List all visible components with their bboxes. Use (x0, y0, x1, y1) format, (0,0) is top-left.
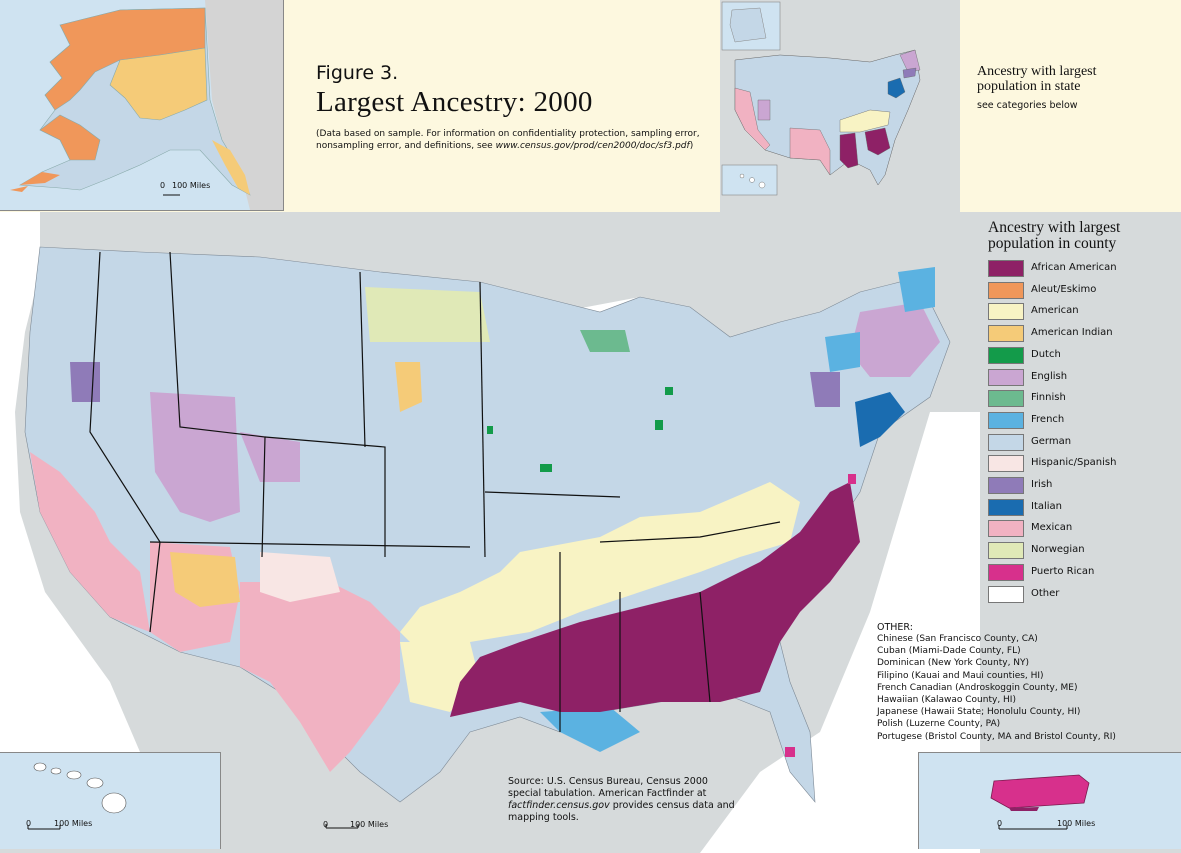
legend-label: Mexican (1031, 522, 1073, 534)
source-text: Source: U.S. Census Bureau, Census 2000 … (508, 776, 708, 799)
legend-swatch (988, 455, 1024, 473)
legend-swatch (988, 542, 1024, 560)
legend-swatch (988, 411, 1024, 429)
puerto-rico-inset-map: 0 100 Miles (918, 752, 1181, 849)
figure-number: Figure 3. (316, 62, 399, 84)
legend-item: Italian (988, 498, 1178, 517)
legend-swatch (988, 433, 1024, 451)
source-note: Source: U.S. Census Bureau, Census 2000 … (508, 776, 738, 824)
legend-swatch (988, 585, 1024, 603)
legend-item: Aleut/Eskimo (988, 281, 1178, 300)
legend-label: French (1031, 413, 1065, 425)
alaska-inset-map: 0 100 Miles (0, 0, 284, 211)
other-heading: OTHER: (877, 622, 913, 633)
other-line: Japanese (Hawaii State; Honolulu County,… (877, 707, 1081, 718)
conus-scale-zero: 0 (323, 820, 329, 829)
legend-item: Norwegian (988, 542, 1178, 560)
hawaii-scale-label: 100 Miles (54, 819, 93, 828)
legend-item: Hispanic/Spanish (988, 455, 1178, 473)
legend-label: American Indian (1031, 327, 1113, 339)
legend-swatch (988, 346, 1024, 364)
state-legend-subtitle: see categories below (977, 100, 1078, 111)
conus-scale-label: 100 Miles (350, 820, 389, 829)
legend-swatch (988, 303, 1024, 321)
figure-note-end: ) (689, 141, 694, 151)
legend-item: American Indian (988, 325, 1178, 343)
legend-item: Dutch (988, 346, 1178, 365)
legend-label: African American (1031, 262, 1117, 273)
state-legend-title: Ancestry with largest population in stat… (977, 64, 1097, 94)
pr-scale-label: 100 Miles (1057, 819, 1096, 828)
legend-swatch (988, 281, 1024, 299)
legend-item: Puerto Rican (988, 563, 1178, 582)
state-level-inset-map (720, 0, 960, 212)
legend-swatch (988, 325, 1024, 343)
pr-scale-zero: 0 (997, 819, 1003, 828)
county-ancestry-map (0, 212, 1181, 853)
legend-swatch (988, 390, 1024, 408)
legend-item: Mexican (988, 520, 1178, 538)
legend-label: Norwegian (1031, 544, 1085, 556)
legend-label: Finnish (1031, 392, 1066, 404)
other-line: Cuban (Miami-Dade County, FL) (877, 646, 1021, 657)
legend-item: American (988, 303, 1178, 321)
legend-label: German (1031, 435, 1072, 447)
figure-note-text: (Data based on sample. For information o… (316, 129, 700, 151)
alaska-scale-label: 100 Miles (172, 181, 211, 190)
legend-label: Puerto Rican (1031, 565, 1095, 577)
legend-swatch (988, 520, 1024, 538)
other-line: Dominican (New York County, NY) (877, 658, 1030, 669)
figure-note: (Data based on sample. For information o… (316, 128, 716, 152)
legend-label: American (1031, 305, 1079, 317)
legend-item: Other (988, 585, 1178, 604)
legend-swatch (988, 498, 1024, 516)
legend-item: Finnish (988, 390, 1178, 408)
legend-label: English (1031, 370, 1068, 382)
legend-label: Italian (1031, 500, 1063, 512)
other-line: Chinese (San Francisco County, CA) (877, 634, 1038, 644)
county-legend-title: Ancestry with largest population in coun… (988, 219, 1121, 252)
legend-label: Irish (1031, 479, 1053, 490)
other-line: Polish (Luzerne County, PA) (877, 719, 1001, 730)
legend-swatch (988, 563, 1024, 581)
legend-item: German (988, 433, 1178, 452)
alaska-scale-zero: 0 (160, 181, 166, 190)
legend-item: French (988, 411, 1178, 430)
source-url[interactable]: factfinder.census.gov (508, 800, 610, 811)
legend-label: Dutch (1031, 348, 1061, 360)
other-line: French Canadian (Androskoggin County, ME… (877, 682, 1078, 693)
legend-item: African American (988, 260, 1178, 278)
legend-swatch (988, 477, 1024, 494)
hawaii-scale-zero: 0 (26, 819, 32, 828)
other-line: Hawaiian (Kalawao County, HI) (877, 695, 1016, 705)
other-line: Filipino (Kauai and Maui counties, HI) (877, 670, 1044, 681)
legend-swatch (988, 260, 1024, 277)
legend-label: Other (1031, 587, 1060, 599)
hawaii-inset-map: 0 100 Miles (0, 752, 221, 849)
figure-title: Largest Ancestry: 2000 (316, 86, 593, 118)
legend-item: English (988, 368, 1178, 387)
other-line: Portugese (Bristol County, MA and Bristo… (877, 731, 1116, 742)
legend-swatch (988, 368, 1024, 386)
figure-note-url[interactable]: www.census.gov/prod/cen2000/doc/sf3.pdf (495, 141, 690, 151)
conus-scale-bar (325, 824, 359, 829)
legend-label: Aleut/Eskimo (1031, 283, 1097, 295)
legend-label: Hispanic/Spanish (1031, 457, 1117, 469)
source-text-end: provides census data and mapping tools. (508, 800, 735, 823)
legend-item: Irish (988, 477, 1178, 495)
